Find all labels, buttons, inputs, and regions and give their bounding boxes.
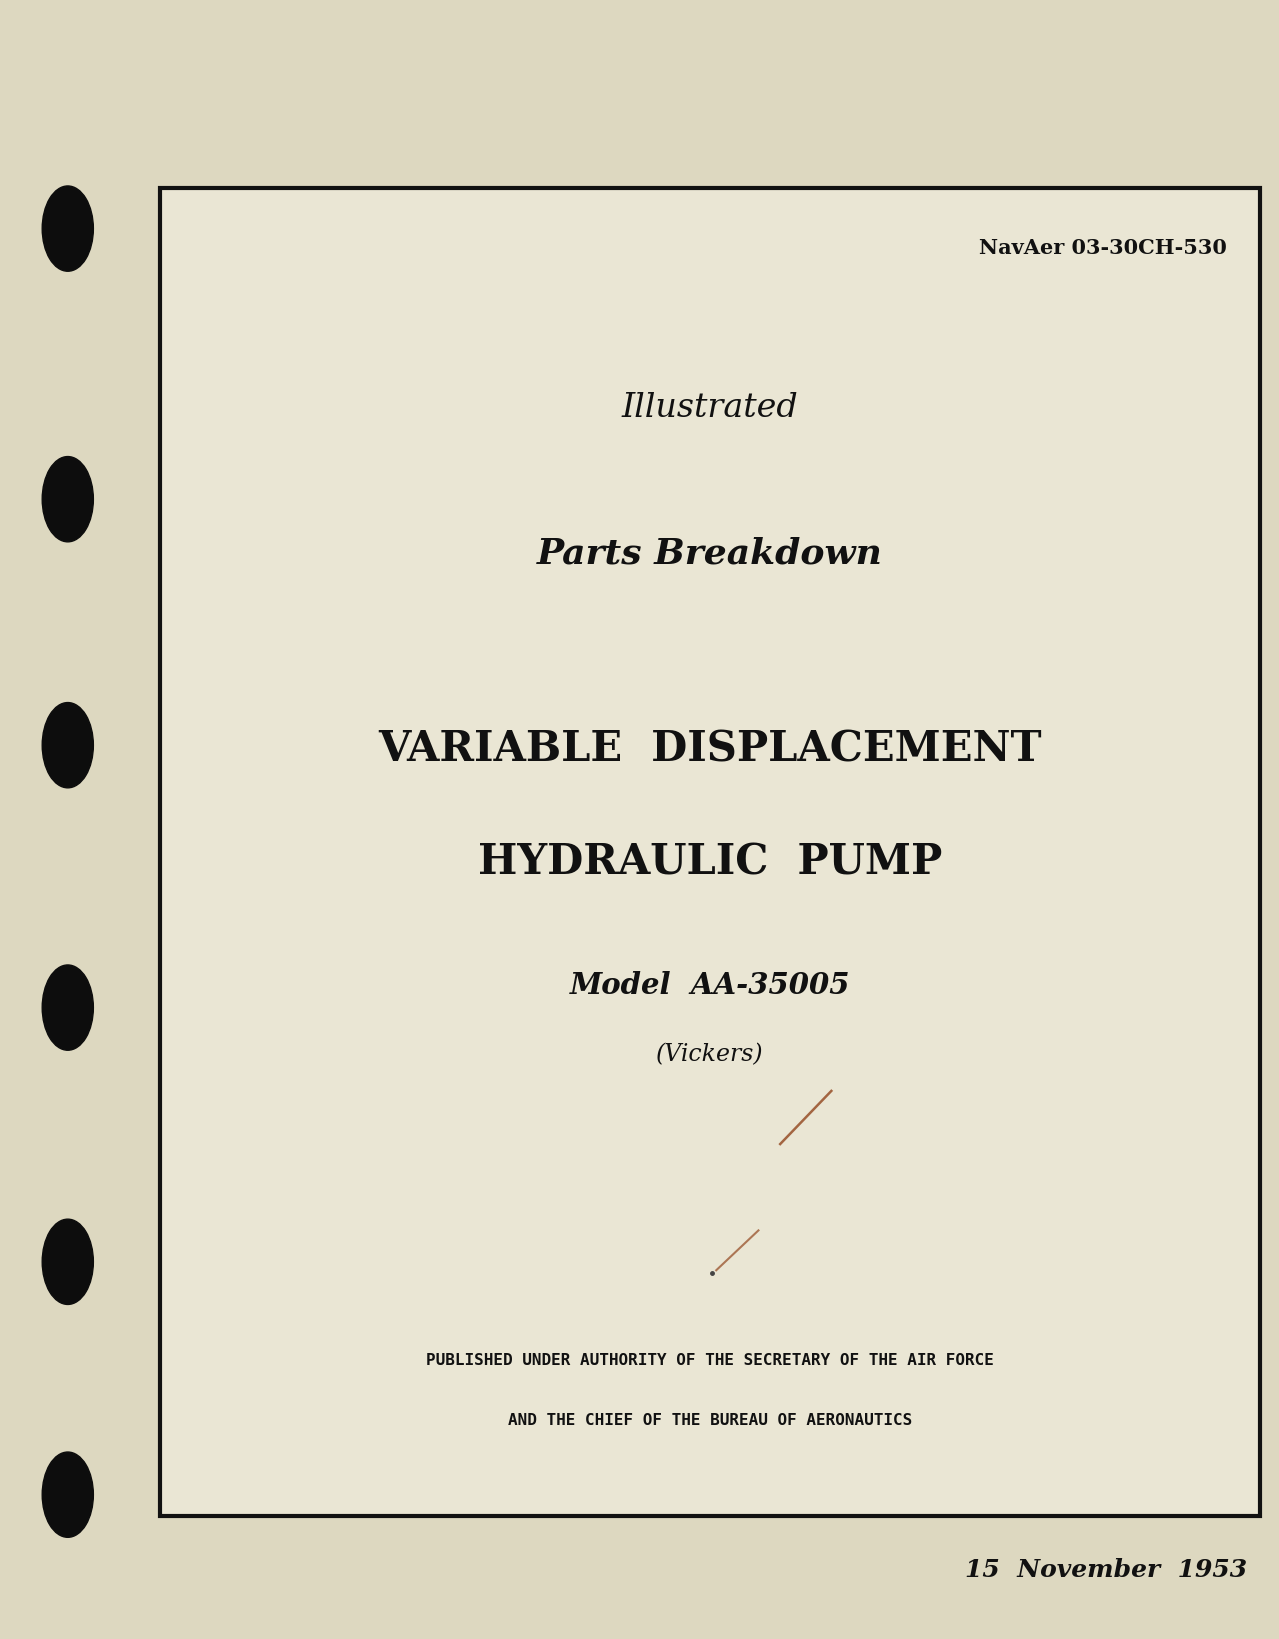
Ellipse shape xyxy=(42,1219,93,1305)
Text: 15  November  1953: 15 November 1953 xyxy=(964,1557,1247,1582)
Ellipse shape xyxy=(42,703,93,788)
Text: NavAer 03-30CH-530: NavAer 03-30CH-530 xyxy=(978,238,1227,257)
Text: HYDRAULIC  PUMP: HYDRAULIC PUMP xyxy=(478,841,941,882)
Text: Model  AA-35005: Model AA-35005 xyxy=(569,970,851,1000)
Ellipse shape xyxy=(42,1452,93,1537)
Text: (Vickers): (Vickers) xyxy=(656,1042,764,1065)
Text: VARIABLE  DISPLACEMENT: VARIABLE DISPLACEMENT xyxy=(379,728,1041,770)
Bar xyxy=(160,188,1260,1516)
Ellipse shape xyxy=(42,965,93,1051)
Ellipse shape xyxy=(42,457,93,543)
Ellipse shape xyxy=(42,187,93,272)
Text: AND THE CHIEF OF THE BUREAU OF AERONAUTICS: AND THE CHIEF OF THE BUREAU OF AERONAUTI… xyxy=(508,1411,912,1426)
Text: Parts Breakdown: Parts Breakdown xyxy=(537,536,883,570)
Text: Illustrated: Illustrated xyxy=(622,392,798,423)
Text: PUBLISHED UNDER AUTHORITY OF THE SECRETARY OF THE AIR FORCE: PUBLISHED UNDER AUTHORITY OF THE SECRETA… xyxy=(426,1352,994,1367)
